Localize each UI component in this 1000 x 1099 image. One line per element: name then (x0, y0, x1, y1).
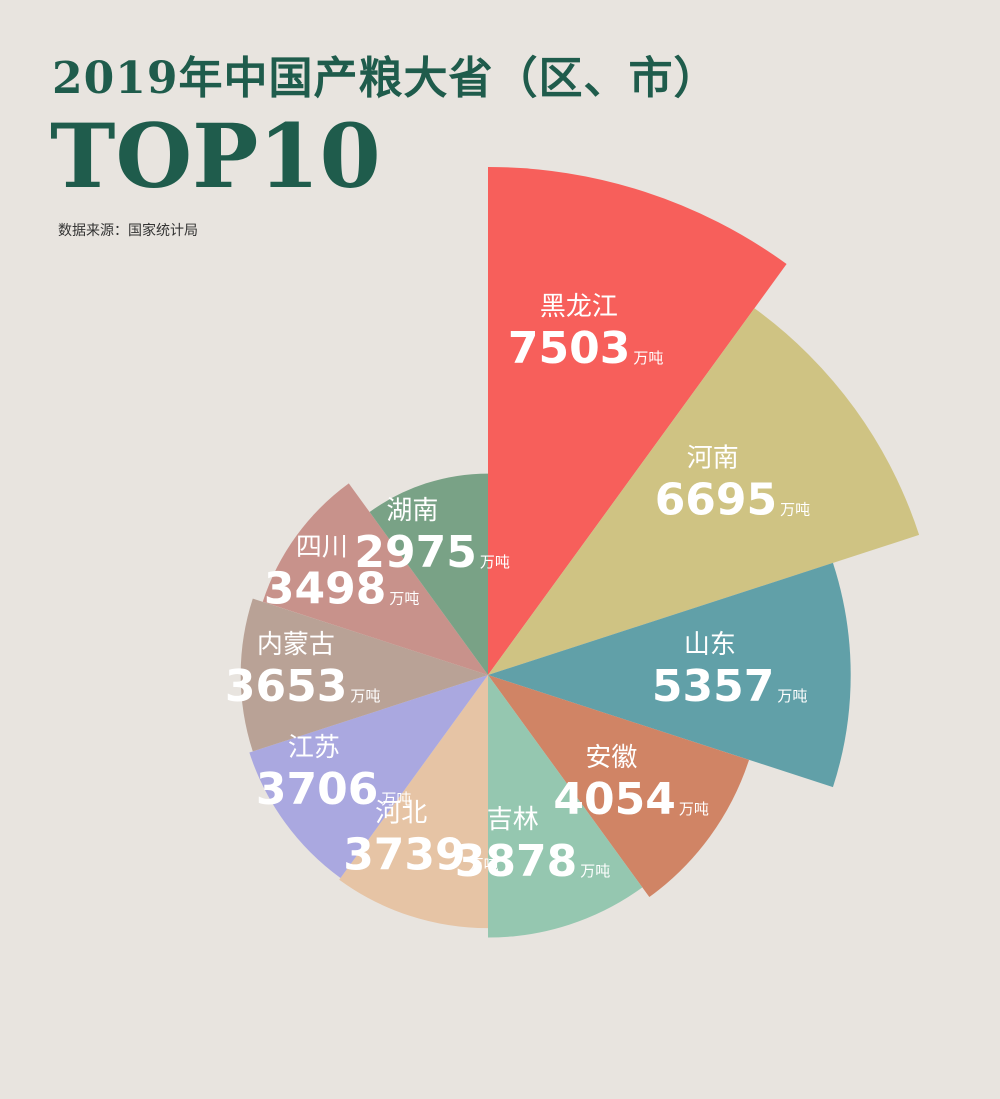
slice-10 (369, 473, 488, 675)
category-label: 安徽 (585, 743, 637, 773)
chart-subtitle: TOP10 (50, 104, 381, 208)
slice-7 (249, 675, 488, 878)
value-label: 3739 万吨 (343, 830, 498, 881)
category-label: 内蒙古 (257, 630, 335, 660)
category-label: 四川 (296, 533, 348, 563)
chart-slices (240, 167, 920, 938)
slice-8 (240, 598, 488, 752)
value-label: 4054 万吨 (553, 774, 708, 825)
category-label: 山东 (684, 630, 736, 660)
data-source: 数据来源：国家统计局 (58, 223, 198, 239)
slice-4 (488, 675, 750, 898)
value-label: 7503 万吨 (508, 323, 663, 374)
category-label: 黑龙江 (540, 292, 618, 322)
slice-1 (488, 167, 787, 675)
value-label: 6695 万吨 (655, 475, 810, 526)
category-label: 湖南 (386, 496, 438, 526)
value-label: 2975 万吨 (354, 527, 509, 578)
value-label: 3498 万吨 (264, 564, 419, 615)
value-label: 3653 万吨 (225, 661, 380, 712)
slice-2 (488, 308, 920, 675)
slice-9 (262, 483, 488, 675)
value-label: 5357 万吨 (652, 661, 807, 712)
value-label: 3706 万吨 (256, 764, 411, 815)
value-label: 3878 万吨 (455, 836, 610, 887)
chart-title: 2019年中国产粮大省（区、市） (52, 53, 719, 104)
category-label: 吉林 (487, 805, 539, 835)
slice-5 (488, 675, 643, 938)
slice-3 (488, 562, 851, 788)
category-label: 河北 (375, 799, 427, 829)
slice-6 (339, 675, 488, 929)
category-label: 河南 (687, 444, 739, 474)
category-label: 江苏 (288, 733, 340, 763)
